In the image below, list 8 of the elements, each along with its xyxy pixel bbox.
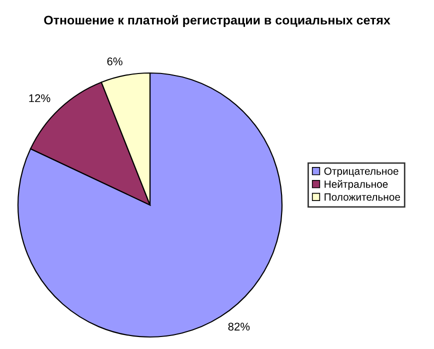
legend-label: Нейтральное bbox=[324, 180, 388, 190]
chart-title: Отношение к платной регистрации в социальных сетях bbox=[44, 15, 390, 28]
data-label: 6% bbox=[107, 57, 122, 66]
legend-label: Положительное bbox=[324, 193, 400, 201]
data-label: 82% bbox=[228, 322, 250, 331]
data-label: 12% bbox=[29, 94, 50, 102]
legend-label: Отрицательное bbox=[324, 167, 398, 177]
pie-slice bbox=[17, 72, 283, 338]
